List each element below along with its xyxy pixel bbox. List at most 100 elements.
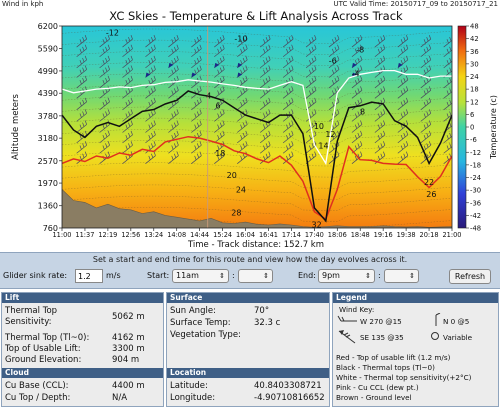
wind-barb-feather <box>217 124 220 129</box>
start-colon: : <box>232 271 235 280</box>
wind-barb-feather <box>314 130 317 136</box>
x-tick-label: 12:56 <box>121 231 140 239</box>
wind-barb-feather <box>173 153 177 158</box>
wind-barb-feather <box>196 57 200 63</box>
sink-rate-input[interactable] <box>75 269 103 283</box>
wind-barb-feather <box>84 34 87 40</box>
start-hour-select[interactable]: 11am ⇕ <box>172 269 229 283</box>
wind-barb <box>328 109 340 122</box>
end-minute-select[interactable]: ⇕ <box>384 269 419 283</box>
start-minute-select[interactable]: ⇕ <box>238 269 273 283</box>
wind-barb-feather <box>194 101 197 107</box>
refresh-button[interactable]: Refresh <box>449 269 491 284</box>
wind-barb-feather <box>107 141 110 146</box>
wind-barb-feather <box>268 109 271 114</box>
contour-label: 12 <box>325 130 335 139</box>
wind-barb-feather <box>148 124 151 129</box>
wind-barb-feather <box>423 101 426 107</box>
route-time-controls: Set a start and end time for this route … <box>0 252 500 289</box>
wind-barb-feather <box>400 113 403 118</box>
wind-barb-feather <box>128 99 131 105</box>
wind-barb-feather <box>128 132 131 138</box>
wind-barb-feather <box>217 69 220 74</box>
sun-angle-label: Sun Angle: <box>170 306 216 316</box>
wind-barb <box>443 44 452 58</box>
wind-barb-feather <box>451 120 452 121</box>
wind-barb-feather <box>242 132 245 138</box>
legend-header: Legend <box>333 293 498 303</box>
wind-barb <box>237 44 248 58</box>
wind-barb-feather <box>245 65 248 70</box>
wind-barb-feather <box>242 153 245 158</box>
colorbar-ticks: 48 42 36 30 24 18 12 6 0 -6 -12 -18 -24 -30 -36 -42 -48 <box>466 23 481 233</box>
wind-barb-feather <box>360 65 363 70</box>
chart-svg: XC Skies - Temperature & Lift Analysis A… <box>11 9 498 250</box>
wind-barb-feather <box>265 99 268 105</box>
wind-barb <box>76 75 87 89</box>
location-header: Location <box>167 368 329 378</box>
cu-base-value: 4400 m <box>112 381 145 391</box>
wind-barb <box>420 120 432 133</box>
wind-barb-feather <box>309 113 312 118</box>
wind-barb-feather <box>245 130 248 136</box>
x-tick-label: 15:24 <box>213 231 232 239</box>
wind-barb-feather <box>377 80 381 85</box>
wind-barb-feather <box>176 130 179 136</box>
legend-panel: Legend Wind Key: W 270 @15 N 0 @5 SE 135… <box>332 292 499 407</box>
colorbar-tick-label: 48 <box>470 23 479 31</box>
isotherm-line <box>62 206 452 222</box>
wind-barb-feather <box>199 120 202 125</box>
wind-barb-feather <box>219 99 223 105</box>
thermal-sensitivity-line <box>62 69 452 166</box>
wind-barb <box>145 151 156 164</box>
wind-barb-feather <box>451 130 452 132</box>
colorbar-tick-label: 0 <box>470 124 474 132</box>
wind-barb-feather <box>426 122 429 127</box>
end-hour-value: 9pm <box>322 271 340 280</box>
end-hour-select[interactable]: 9pm ⇕ <box>318 269 375 283</box>
wind-barb-feather <box>337 109 340 114</box>
x-tick-label: 20:18 <box>420 231 439 239</box>
wind-barb-feather <box>360 44 363 49</box>
wind-barb-feather <box>268 75 271 81</box>
wind-barb-feather <box>314 44 317 49</box>
wind-barb-feather <box>217 134 220 140</box>
wind-barb-feather <box>446 145 449 150</box>
wind-barb-feather <box>337 44 340 49</box>
wind-barb-feather <box>102 48 105 54</box>
wind-barb-feather <box>311 46 314 51</box>
wind-barb-feather <box>242 37 245 42</box>
wind-barb-feather <box>130 130 133 136</box>
wind-barb <box>122 97 133 111</box>
x-tick-label: 17:40 <box>305 231 324 239</box>
wind-barb-feather <box>130 141 133 146</box>
wind-barb-feather <box>222 65 225 70</box>
wind-barb-feather <box>354 124 358 129</box>
wind-barb-feather <box>219 77 223 83</box>
wind-barb-feather <box>380 111 383 116</box>
wind-barb <box>374 55 386 69</box>
x-tick-label: 16:41 <box>259 231 278 239</box>
wind-barb-feather <box>176 44 179 49</box>
wind-barb-feather <box>128 143 131 148</box>
wind-barb-feather <box>451 35 452 36</box>
wind-barb-feather <box>449 132 452 138</box>
wind-barb-feather <box>148 59 151 65</box>
wind-barb <box>374 86 386 99</box>
variable-wind-icon <box>431 332 439 340</box>
wind-barb-feather <box>217 101 220 107</box>
chevron-updown-icon: ⇕ <box>263 272 269 280</box>
wind-barb-feather <box>242 77 245 83</box>
wind-barb-feather <box>377 145 381 150</box>
wind-barb-feather <box>242 88 245 93</box>
wind-barb <box>443 76 452 89</box>
wind-barb-feather <box>268 44 271 49</box>
wind-barb-feather <box>428 34 432 40</box>
wind-barb <box>351 151 363 164</box>
wind-barb <box>122 75 133 89</box>
wind-barb-feather <box>173 67 177 72</box>
wind-barb-feather <box>426 153 429 158</box>
wind-barb-feather <box>222 86 225 91</box>
wind-barb-feather <box>377 59 381 65</box>
